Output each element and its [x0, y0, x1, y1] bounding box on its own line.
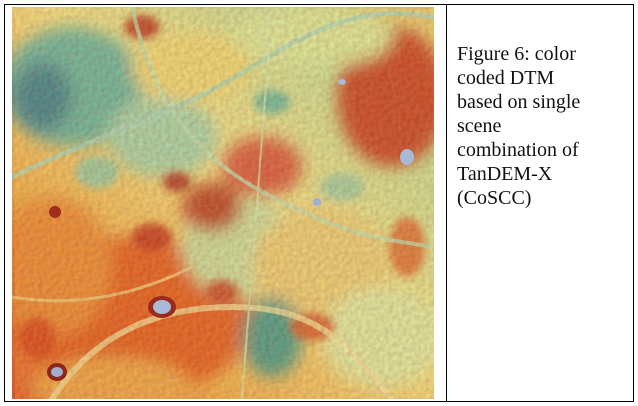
- caption-line: Figure 6: color: [457, 43, 576, 65]
- caption-line: scene: [457, 115, 502, 137]
- figure-caption: Figure 6: color coded DTM based on singl…: [457, 42, 627, 210]
- caption-line: (CoSCC): [457, 187, 532, 209]
- figure-table: Figure 6: color coded DTM based on singl…: [4, 4, 634, 402]
- caption-line: coded DTM: [457, 67, 555, 89]
- caption-line: TanDEM-X: [457, 163, 553, 185]
- color-coded-dtm-image: [12, 7, 434, 399]
- table-cell-divider: [446, 5, 447, 401]
- caption-line: combination of: [457, 139, 579, 161]
- caption-line: based on single: [457, 91, 581, 113]
